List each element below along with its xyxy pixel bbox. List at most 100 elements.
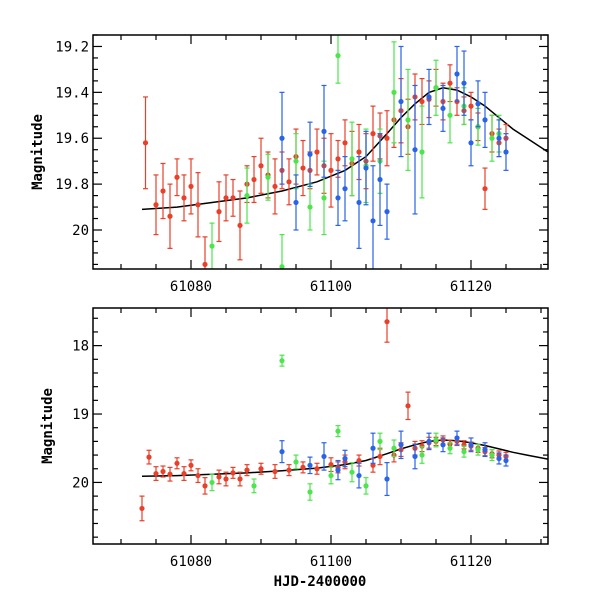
bottom-red-point bbox=[153, 466, 159, 481]
bottom-red-point bbox=[314, 462, 320, 475]
top-red-point bbox=[384, 110, 390, 167]
top-red-point bbox=[370, 105, 376, 162]
top-blue-point bbox=[363, 130, 369, 206]
bottom-red-point bbox=[230, 466, 236, 479]
top-y-tick-label: 19.8 bbox=[55, 177, 89, 193]
bottom-blue-point bbox=[503, 454, 509, 467]
top-green-point bbox=[244, 167, 250, 224]
top-red-point bbox=[188, 158, 194, 215]
bottom-blue-point bbox=[440, 437, 446, 453]
bottom-y-tick-label: 19 bbox=[72, 407, 89, 423]
top-red-point bbox=[174, 158, 180, 197]
top-blue-point bbox=[440, 84, 446, 132]
bottom-green-point bbox=[433, 432, 439, 448]
bottom-blue-point bbox=[356, 462, 362, 489]
top-red-point bbox=[216, 181, 222, 243]
top-x-tick-label: 61080 bbox=[170, 279, 212, 295]
bottom-blue-point bbox=[454, 430, 460, 446]
top-y-tick-label: 20 bbox=[72, 223, 89, 239]
bottom-red-point bbox=[300, 461, 306, 474]
bottom-red-point bbox=[377, 447, 383, 466]
bottom-red-point bbox=[139, 495, 145, 522]
bottom-x-tick-label: 61120 bbox=[450, 554, 492, 570]
bottom-red-point bbox=[286, 464, 292, 477]
top-red-point bbox=[237, 190, 243, 261]
bottom-green-point bbox=[349, 461, 355, 483]
bottom-panel: 61080 61100 61120 18 19 20 Magnitude HJD-2400… bbox=[40, 307, 549, 590]
bottom-blue-point bbox=[321, 442, 327, 471]
bottom-green-point bbox=[447, 442, 453, 455]
bottom-red-point bbox=[216, 469, 222, 485]
bottom-red-point bbox=[258, 462, 264, 475]
top-green-point bbox=[447, 87, 453, 144]
bottom-red-point bbox=[188, 459, 194, 472]
top-plot-frame bbox=[92, 34, 549, 270]
top-blue-point bbox=[342, 155, 348, 222]
bottom-blue-point bbox=[412, 443, 418, 470]
bottom-green-point bbox=[419, 446, 425, 464]
top-green-point bbox=[419, 105, 425, 199]
top-green-point bbox=[265, 153, 271, 201]
top-blue-point bbox=[279, 91, 285, 185]
bottom-green-point bbox=[293, 454, 299, 470]
bottom-x-tick-label: 61080 bbox=[170, 554, 212, 570]
top-y-tick-label: 19.2 bbox=[55, 39, 89, 55]
bottom-blue-point bbox=[426, 432, 432, 451]
top-y-axis-label: Magnitude bbox=[30, 114, 46, 190]
top-blue-point bbox=[370, 165, 376, 269]
bottom-green-point bbox=[391, 439, 397, 458]
bottom-blue-point bbox=[384, 461, 390, 497]
top-green-point bbox=[349, 121, 355, 197]
bottom-x-axis-label: HJD-2400000 bbox=[274, 574, 367, 590]
bottom-red-point bbox=[244, 464, 250, 477]
top-y-tick-label: 19.6 bbox=[55, 131, 89, 147]
bottom-green-point bbox=[335, 425, 341, 438]
top-panel: 61080 61100 61120 19.2 19.4 19.6 19.8 20 Magnit… bbox=[30, 34, 549, 295]
bottom-blue-point bbox=[468, 437, 474, 453]
bottom-red-point bbox=[167, 466, 173, 482]
top-green-point bbox=[433, 59, 439, 116]
bottom-red-point bbox=[160, 465, 166, 478]
bottom-green-point bbox=[251, 478, 257, 494]
bottom-x-tick-label: 61100 bbox=[310, 554, 352, 570]
top-red-point bbox=[195, 172, 201, 238]
top-red-point bbox=[328, 133, 334, 208]
top-blue-point bbox=[461, 50, 467, 116]
top-red-point bbox=[230, 178, 236, 217]
top-blue-point bbox=[398, 45, 404, 158]
top-blue-point bbox=[321, 84, 327, 178]
top-green-point bbox=[209, 222, 215, 269]
bottom-green-point bbox=[209, 473, 215, 492]
bottom-blue-point bbox=[279, 440, 285, 464]
top-green-point bbox=[279, 233, 285, 269]
bottom-blue-point bbox=[335, 459, 341, 481]
top-blue-point bbox=[377, 133, 383, 227]
bottom-green-point bbox=[377, 432, 383, 451]
top-red-point bbox=[314, 128, 320, 176]
top-red-point bbox=[181, 174, 187, 222]
top-green-point bbox=[335, 35, 341, 84]
top-green-point bbox=[391, 41, 397, 144]
top-green-point bbox=[489, 114, 495, 162]
top-blue-point bbox=[468, 119, 474, 167]
top-blue-point bbox=[307, 121, 313, 188]
bottom-red-point bbox=[223, 471, 229, 487]
top-blue-point bbox=[356, 155, 362, 249]
top-blue-point bbox=[482, 91, 488, 149]
bottom-model-curve bbox=[141, 439, 548, 478]
top-blue-point bbox=[384, 183, 390, 240]
top-blue-point bbox=[503, 133, 509, 171]
bottom-red-point bbox=[237, 471, 243, 487]
top-x-tick-label: 61100 bbox=[310, 279, 352, 295]
bottom-plot-frame bbox=[92, 307, 549, 545]
bottom-red-point bbox=[195, 468, 201, 484]
bottom-y-tick-label: 18 bbox=[72, 339, 89, 355]
bottom-blue-point bbox=[342, 449, 348, 468]
top-x-tick-label: 61120 bbox=[450, 279, 492, 295]
top-blue-point bbox=[412, 84, 418, 215]
top-green-point bbox=[307, 183, 313, 231]
top-red-point bbox=[300, 139, 306, 197]
bottom-green-point bbox=[279, 354, 285, 367]
bottom-green-point bbox=[489, 449, 495, 462]
top-y-tick-label: 19.4 bbox=[55, 85, 89, 101]
